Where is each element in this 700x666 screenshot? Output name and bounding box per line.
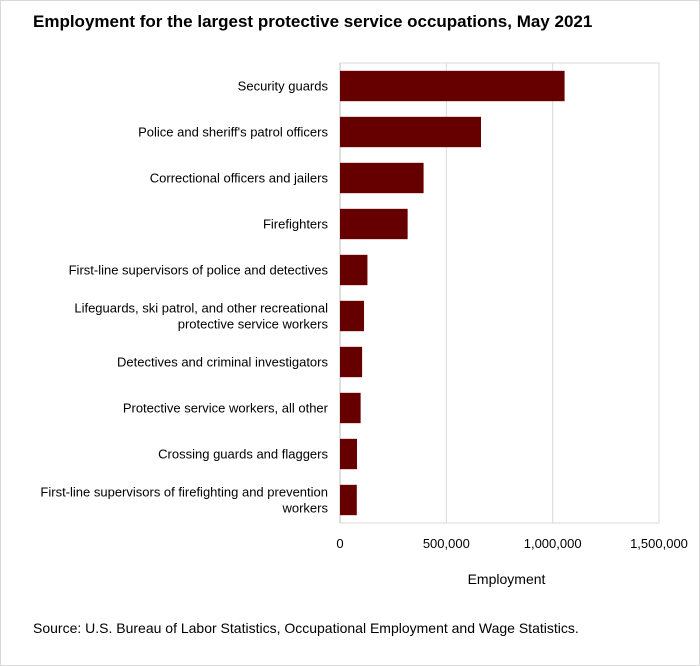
bar <box>340 300 365 332</box>
category-label: Crossing guards and flaggers <box>158 447 328 462</box>
category-label: Correctional officers and jailers <box>150 171 329 186</box>
bar <box>340 438 358 470</box>
category-label: Detectives and criminal investigators <box>117 355 328 370</box>
category-label: First-line supervisors of firefighting a… <box>40 485 328 500</box>
source-note: Source: U.S. Bureau of Labor Statistics,… <box>33 620 579 636</box>
bar <box>340 254 368 286</box>
x-axis-title: Employment <box>468 571 546 587</box>
chart-title: Employment for the largest protective se… <box>33 12 593 31</box>
category-label: workers <box>281 501 328 516</box>
x-tick-label: 1,000,000 <box>524 536 582 551</box>
bars <box>340 70 565 516</box>
bar <box>340 162 424 194</box>
bar <box>340 70 565 102</box>
x-tick-labels: 0 500,000 1,000,000 1,500,000 <box>336 536 688 551</box>
bar <box>340 346 363 378</box>
category-label: Protective service workers, all other <box>123 401 329 416</box>
x-tick-label: 500,000 <box>423 536 470 551</box>
bar <box>340 208 408 240</box>
category-labels: Security guards Police and sheriff's patr… <box>40 79 328 516</box>
category-label: Police and sheriff's patrol officers <box>138 125 328 140</box>
category-label: Security guards <box>238 79 329 94</box>
bar <box>340 392 361 424</box>
bar <box>340 116 481 148</box>
x-tick-label: 0 <box>336 536 343 551</box>
category-label: Firefighters <box>263 217 329 232</box>
x-tick-label: 1,500,000 <box>630 536 688 551</box>
bar <box>340 484 357 516</box>
category-label: protective service workers <box>178 317 329 332</box>
category-label: First-line supervisors of police and det… <box>69 263 329 278</box>
category-label: Lifeguards, ski patrol, and other recrea… <box>74 301 328 316</box>
